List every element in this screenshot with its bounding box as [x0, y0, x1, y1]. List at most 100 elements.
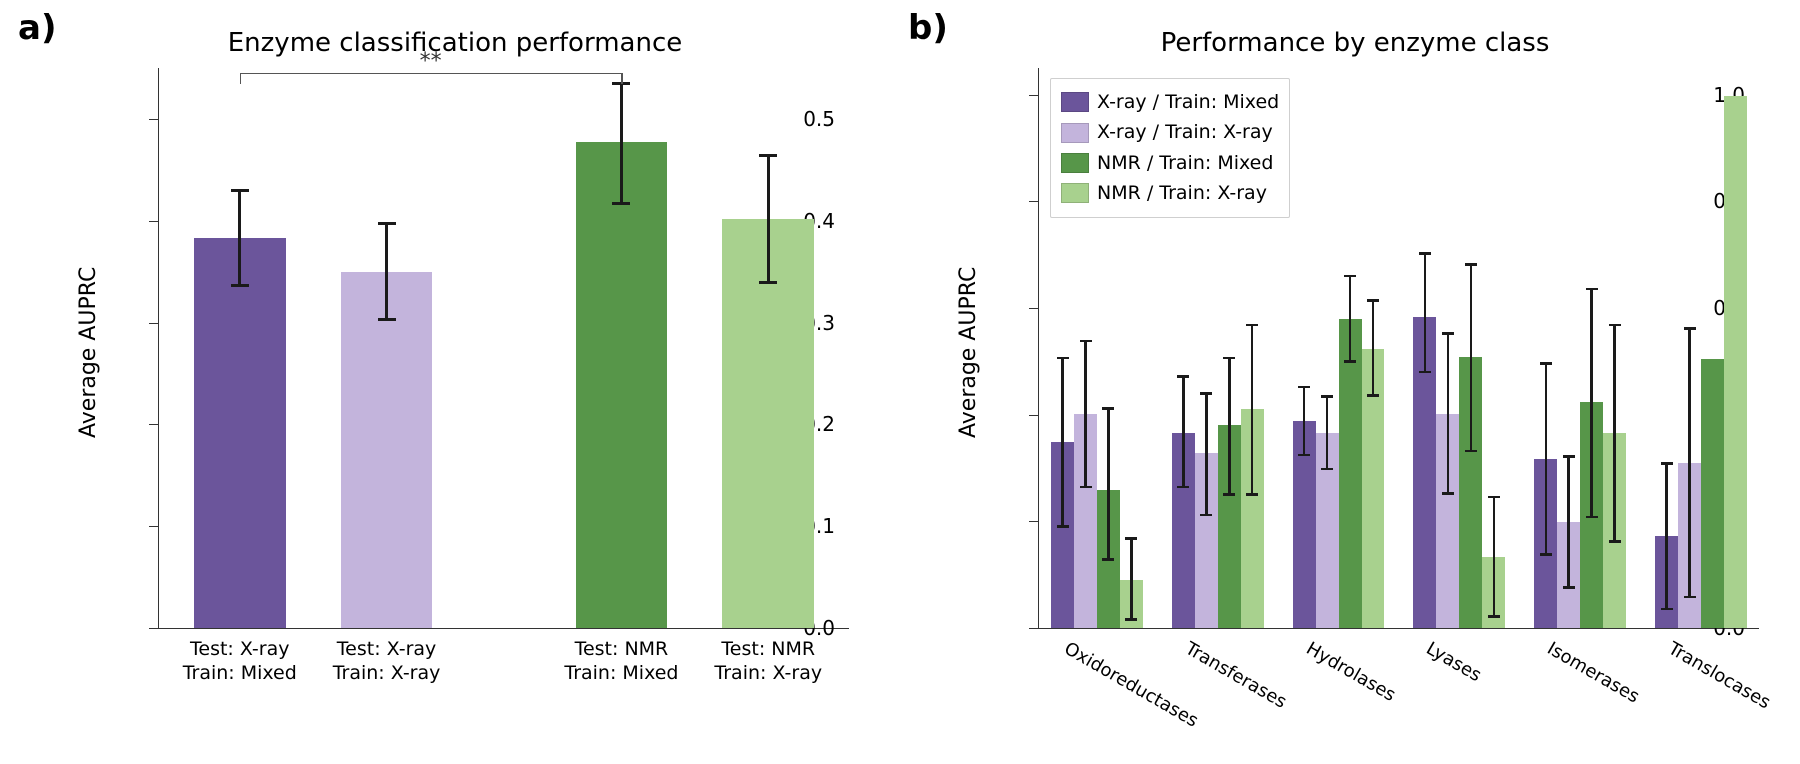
- error-cap: [1661, 608, 1673, 611]
- xtick-label: Lyases: [1422, 638, 1485, 687]
- error-bar: [1107, 408, 1110, 559]
- error-cap: [759, 281, 777, 284]
- error-cap: [1609, 540, 1621, 543]
- error-cap: [1586, 288, 1598, 291]
- error-bar: [1613, 325, 1616, 542]
- error-cap: [1298, 386, 1310, 389]
- error-bar: [1424, 254, 1427, 372]
- error-cap: [1540, 553, 1552, 556]
- error-cap: [1246, 493, 1258, 496]
- legend-item: X-ray / Train: X-ray: [1061, 117, 1279, 147]
- xtick-label: Transferases: [1181, 638, 1290, 714]
- error-cap: [612, 202, 630, 205]
- bar: [341, 272, 433, 628]
- ytick: [1029, 521, 1039, 522]
- error-cap: [1246, 324, 1258, 327]
- ytick: [1029, 415, 1039, 416]
- error-bar: [1182, 376, 1185, 487]
- error-cap: [1488, 615, 1500, 618]
- error-bar: [385, 224, 388, 320]
- legend-swatch-icon: [1061, 92, 1089, 112]
- panel-a-title: Enzyme classification performance: [40, 28, 870, 58]
- legend-label: X-ray / Train: X-ray: [1097, 117, 1273, 147]
- error-bar: [1493, 497, 1496, 616]
- panel-b-ylabel: Average AUPRC: [956, 267, 981, 438]
- panel-b-legend: X-ray / Train: MixedX-ray / Train: X-ray…: [1050, 78, 1290, 218]
- error-cap: [1321, 395, 1333, 398]
- error-cap: [1488, 496, 1500, 499]
- error-cap: [1661, 462, 1673, 465]
- error-bar: [1349, 276, 1352, 361]
- error-cap: [1586, 516, 1598, 519]
- ytick: [1029, 308, 1039, 309]
- error-cap: [1223, 357, 1235, 360]
- error-cap: [1200, 392, 1212, 395]
- error-cap: [231, 189, 249, 192]
- error-cap: [1684, 327, 1696, 330]
- bar: [1701, 359, 1724, 628]
- ytick: [1029, 628, 1039, 629]
- error-bar: [1688, 328, 1691, 597]
- error-bar: [1130, 538, 1133, 619]
- error-cap: [1080, 486, 1092, 489]
- error-cap: [1367, 299, 1379, 302]
- ytick: [149, 424, 159, 425]
- ytick: [149, 119, 159, 120]
- error-bar: [1567, 456, 1570, 587]
- legend-swatch-icon: [1061, 183, 1089, 203]
- legend-swatch-icon: [1061, 123, 1089, 143]
- xtick-label: Translocases: [1664, 638, 1774, 715]
- error-cap: [1465, 263, 1477, 266]
- error-cap: [1125, 618, 1137, 621]
- error-cap: [1684, 596, 1696, 599]
- error-cap: [1223, 493, 1235, 496]
- ytick: [149, 323, 159, 324]
- significance-stars: **: [411, 49, 451, 74]
- error-cap: [1102, 558, 1114, 561]
- legend-label: NMR / Train: Mixed: [1097, 148, 1273, 178]
- xtick-label: Test: X-ray Train: X-ray: [302, 638, 472, 686]
- error-bar: [1084, 341, 1087, 487]
- bar: [1724, 96, 1747, 628]
- error-cap: [1298, 454, 1310, 457]
- error-bar: [1061, 358, 1064, 527]
- legend-label: X-ray / Train: Mixed: [1097, 87, 1279, 117]
- error-cap: [759, 154, 777, 157]
- xtick-label: Test: X-ray Train: Mixed: [155, 638, 325, 686]
- xtick-label: Hydrolases: [1301, 638, 1398, 707]
- error-bar: [767, 156, 770, 283]
- error-cap: [1321, 468, 1333, 471]
- error-cap: [1442, 492, 1454, 495]
- error-cap: [231, 284, 249, 287]
- error-cap: [1125, 537, 1137, 540]
- error-cap: [1102, 407, 1114, 410]
- legend-item: NMR / Train: X-ray: [1061, 178, 1279, 208]
- xtick-label: Isomerases: [1543, 638, 1643, 709]
- error-bar: [1372, 301, 1375, 396]
- error-bar: [1326, 397, 1329, 470]
- error-bar: [1228, 358, 1231, 495]
- error-bar: [1205, 393, 1208, 515]
- error-bar: [1447, 334, 1450, 494]
- ytick: [1029, 95, 1039, 96]
- error-cap: [1540, 362, 1552, 365]
- error-cap: [1442, 332, 1454, 335]
- error-bar: [1470, 264, 1473, 451]
- xtick-label: Test: NMR Train: X-ray: [683, 638, 853, 686]
- error-cap: [1419, 371, 1431, 374]
- error-cap: [1080, 340, 1092, 343]
- error-cap: [1609, 324, 1621, 327]
- error-cap: [378, 222, 396, 225]
- legend-label: NMR / Train: X-ray: [1097, 178, 1267, 208]
- error-cap: [1177, 375, 1189, 378]
- bar: [576, 142, 668, 628]
- legend-item: X-ray / Train: Mixed: [1061, 87, 1279, 117]
- error-cap: [1563, 455, 1575, 458]
- panel-a-ylabel: Average AUPRC: [76, 267, 101, 438]
- legend-swatch-icon: [1061, 153, 1089, 173]
- panel-a: Enzyme classification performance 0.00.1…: [40, 28, 870, 728]
- significance-drop: [621, 73, 622, 84]
- error-cap: [1057, 525, 1069, 528]
- error-cap: [1563, 586, 1575, 589]
- ytick: [1029, 201, 1039, 202]
